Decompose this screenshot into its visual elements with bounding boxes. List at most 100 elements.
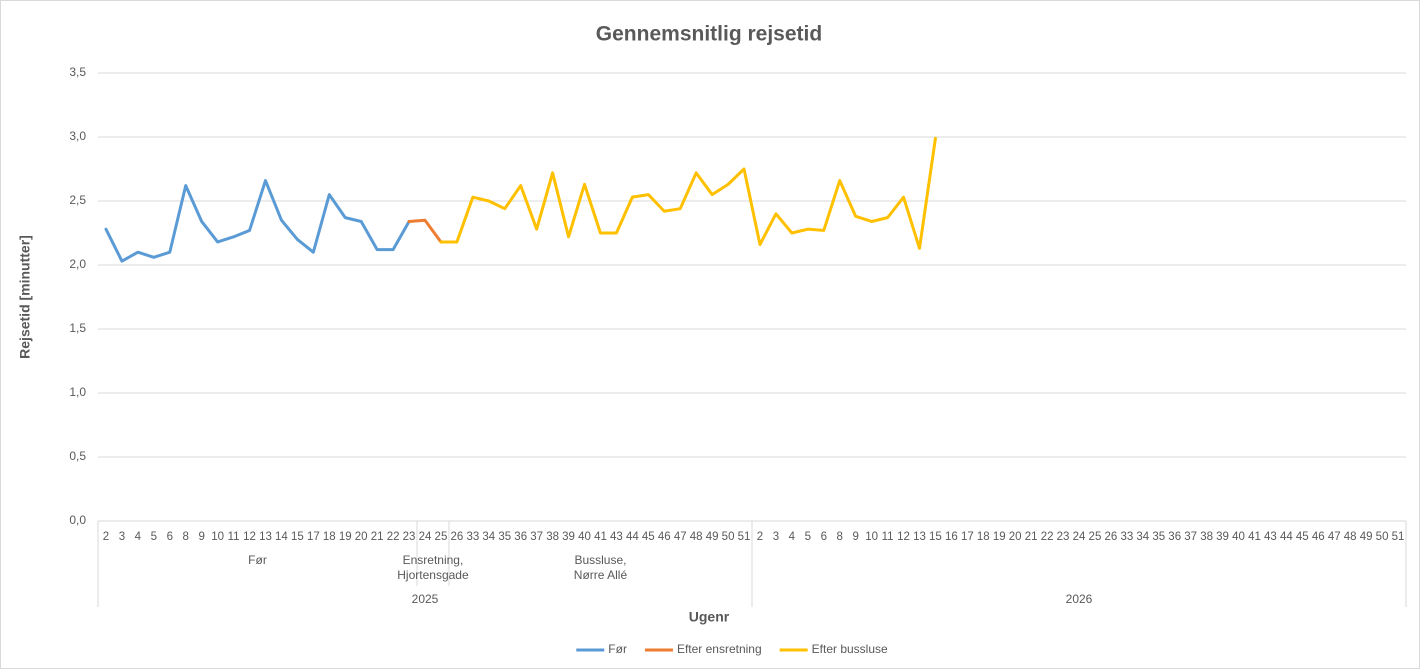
legend-label: Efter ensretning bbox=[677, 642, 762, 656]
x-tick-label: 5 bbox=[805, 531, 811, 543]
x-tick-label: 41 bbox=[594, 531, 607, 543]
x-tick-label: 6 bbox=[821, 531, 827, 543]
x-tick-label: 17 bbox=[307, 531, 320, 543]
x-tick-label: 50 bbox=[722, 531, 735, 543]
x-tick-label: 26 bbox=[451, 531, 464, 543]
x-tick-label: 3 bbox=[119, 531, 125, 543]
year-label: 2026 bbox=[1066, 592, 1093, 606]
x-tick-label: 4 bbox=[135, 531, 142, 543]
x-tick-label: 21 bbox=[1025, 531, 1038, 543]
y-axis-title: Rejsetid [minutter] bbox=[17, 235, 33, 359]
y-tick-label: 3,0 bbox=[69, 129, 86, 143]
x-tick-label: 49 bbox=[1360, 531, 1373, 543]
x-tick-label: 49 bbox=[706, 531, 719, 543]
group-label: Før bbox=[248, 553, 267, 567]
year-label: 2025 bbox=[412, 592, 439, 606]
x-tick-label: 50 bbox=[1376, 531, 1389, 543]
group-label: Ensretning, Hjortensgade bbox=[397, 553, 469, 582]
x-tick-label: 5 bbox=[151, 531, 157, 543]
x-tick-label: 11 bbox=[882, 531, 894, 543]
x-tick-label: 43 bbox=[1264, 531, 1277, 543]
x-tick-label: 4 bbox=[789, 531, 796, 543]
y-tick-label: 2,5 bbox=[69, 193, 86, 207]
x-tick-label: 23 bbox=[403, 531, 416, 543]
x-tick-label: 37 bbox=[530, 531, 543, 543]
x-tick-label: 16 bbox=[945, 531, 958, 543]
x-tick-label: 51 bbox=[738, 531, 751, 543]
x-tick-label: 43 bbox=[610, 531, 623, 543]
x-tick-label: 10 bbox=[211, 531, 224, 543]
x-tick-label: 13 bbox=[259, 531, 272, 543]
x-tick-label: 20 bbox=[355, 531, 368, 543]
x-tick-label: 39 bbox=[562, 531, 575, 543]
x-tick-label: 44 bbox=[626, 531, 639, 543]
y-tick-label: 3,5 bbox=[69, 65, 86, 79]
legend-label: Efter bussluse bbox=[812, 642, 888, 656]
x-tick-label: 34 bbox=[482, 531, 495, 543]
x-tick-label: 10 bbox=[865, 531, 878, 543]
x-tick-label: 20 bbox=[1009, 531, 1022, 543]
x-tick-label: 2 bbox=[103, 531, 109, 543]
x-tick-label: 22 bbox=[387, 531, 400, 543]
x-tick-label: 17 bbox=[961, 531, 974, 543]
x-tick-label: 25 bbox=[435, 531, 448, 543]
legend-label: Før bbox=[608, 642, 627, 656]
x-tick-label: 46 bbox=[1312, 531, 1325, 543]
x-tick-label: 19 bbox=[993, 531, 1006, 543]
series-line bbox=[439, 136, 937, 250]
x-tick-label: 13 bbox=[913, 531, 926, 543]
x-tick-label: 48 bbox=[1344, 531, 1357, 543]
x-tick-label: 47 bbox=[1328, 531, 1341, 543]
x-tick-label: 9 bbox=[852, 531, 858, 543]
y-tick-label: 2,0 bbox=[69, 257, 86, 271]
x-tick-label: 6 bbox=[167, 531, 173, 543]
x-tick-label: 15 bbox=[929, 531, 942, 543]
x-tick-label: 39 bbox=[1216, 531, 1229, 543]
x-tick-label: 18 bbox=[323, 531, 336, 543]
x-tick-label: 45 bbox=[1296, 531, 1309, 543]
y-tick-label: 1,0 bbox=[69, 385, 86, 399]
x-tick-label: 51 bbox=[1392, 531, 1405, 543]
x-tick-label: 38 bbox=[546, 531, 559, 543]
x-tick-label: 3 bbox=[773, 531, 779, 543]
x-tick-label: 25 bbox=[1089, 531, 1102, 543]
x-tick-label: 8 bbox=[183, 531, 189, 543]
x-tick-label: 12 bbox=[897, 531, 910, 543]
x-tick-label: 45 bbox=[642, 531, 655, 543]
x-tick-label: 19 bbox=[339, 531, 352, 543]
x-tick-label: 36 bbox=[1168, 531, 1181, 543]
x-axis-title: Ugenr bbox=[689, 609, 730, 625]
x-tick-label: 46 bbox=[658, 531, 671, 543]
x-tick-label: 47 bbox=[674, 531, 687, 543]
x-tick-label: 24 bbox=[1073, 531, 1086, 543]
y-tick-label: 0,5 bbox=[69, 449, 86, 463]
x-tick-label: 34 bbox=[1136, 531, 1149, 543]
x-tick-label: 14 bbox=[275, 531, 288, 543]
x-tick-label: 24 bbox=[419, 531, 432, 543]
x-tick-label: 22 bbox=[1041, 531, 1054, 543]
x-tick-label: 37 bbox=[1184, 531, 1197, 543]
x-tick-label: 18 bbox=[977, 531, 990, 543]
x-tick-label: 48 bbox=[690, 531, 703, 543]
x-tick-label: 8 bbox=[837, 531, 843, 543]
x-tick-label: 9 bbox=[198, 531, 204, 543]
x-tick-label: 12 bbox=[243, 531, 256, 543]
x-tick-label: 33 bbox=[466, 531, 479, 543]
y-tick-label: 1,5 bbox=[69, 321, 86, 335]
x-tick-label: 36 bbox=[514, 531, 527, 543]
x-tick-label: 40 bbox=[578, 531, 591, 543]
chart-title: Gennemsnitlig rejsetid bbox=[596, 23, 822, 46]
series-line bbox=[104, 179, 411, 263]
x-tick-label: 38 bbox=[1200, 531, 1213, 543]
series-line bbox=[407, 218, 443, 244]
x-tick-label: 35 bbox=[498, 531, 511, 543]
x-tick-label: 35 bbox=[1152, 531, 1165, 543]
x-tick-label: 26 bbox=[1105, 531, 1118, 543]
x-tick-label: 33 bbox=[1120, 531, 1133, 543]
x-tick-label: 23 bbox=[1057, 531, 1070, 543]
x-tick-label: 40 bbox=[1232, 531, 1245, 543]
x-tick-label: 44 bbox=[1280, 531, 1293, 543]
group-label: Bussluse, Nørre Allé bbox=[573, 553, 628, 582]
